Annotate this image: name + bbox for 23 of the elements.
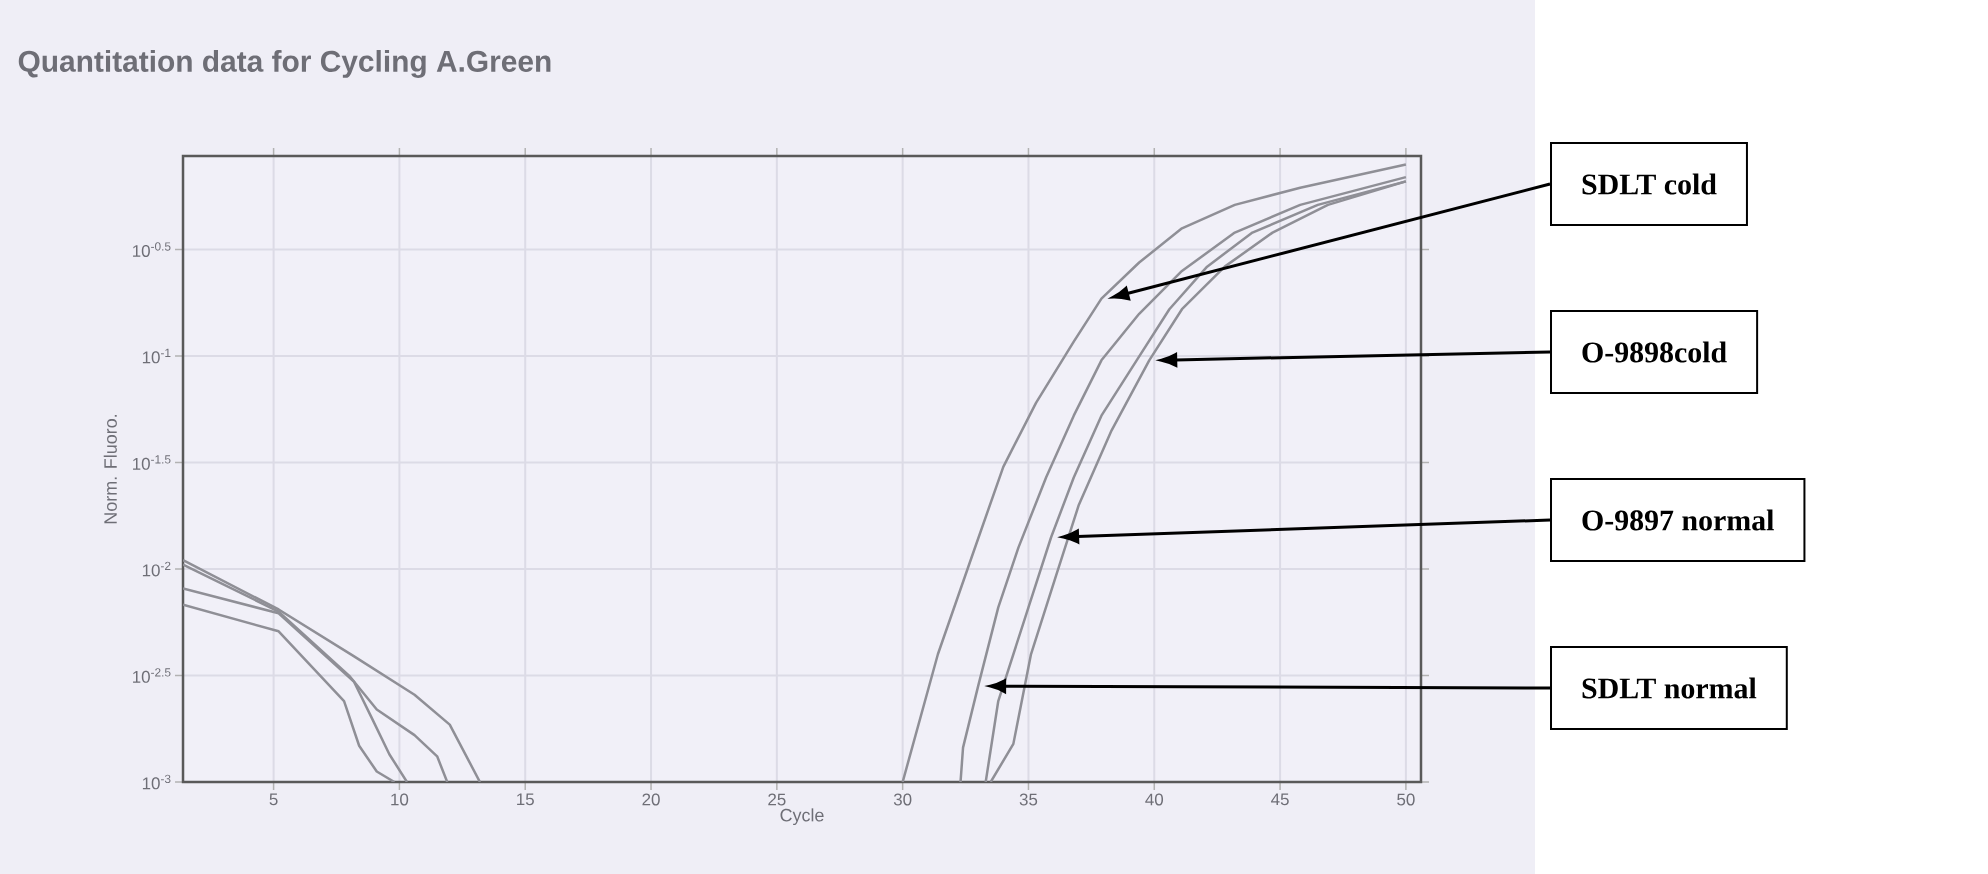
x-tick-label: 50: [1397, 793, 1415, 806]
y-tick-label: 10$^{-3}$: [142, 774, 171, 790]
x-tick-label: 5: [269, 793, 278, 806]
chart-title: Quantitation data for Cycling A.Green: [18, 49, 551, 78]
text: SDLT normal: [1582, 677, 1757, 699]
text: O-9898cold: [1582, 341, 1727, 363]
text: O-9897 normal: [1582, 509, 1774, 531]
y-tick-label: 10$^{-2}$: [142, 561, 171, 577]
x-tick-label: 40: [1145, 793, 1164, 806]
x-tick-label: 30: [893, 793, 912, 806]
y-tick-label: 10$^{-2.5}$: [133, 668, 171, 683]
x-tick-label: 10: [391, 793, 409, 806]
x-tick-label: 25: [768, 793, 786, 806]
x-tick-label: 15: [517, 793, 534, 806]
y-tick-label: 10$^{-1}$: [142, 348, 171, 364]
x-tick-label: 45: [1271, 793, 1289, 806]
y-tick-label: 10$^{-0.5}$: [133, 242, 171, 257]
x-tick-label: 20: [642, 793, 660, 806]
y-axis-title: Norm. Fluoro.: [103, 415, 117, 524]
text: SDLT cold: [1582, 173, 1717, 195]
y-tick-label: 10$^{-1.5}$: [133, 455, 171, 470]
x-tick-label: 35: [1019, 793, 1038, 806]
x-axis-title: Cycle: [780, 808, 824, 826]
